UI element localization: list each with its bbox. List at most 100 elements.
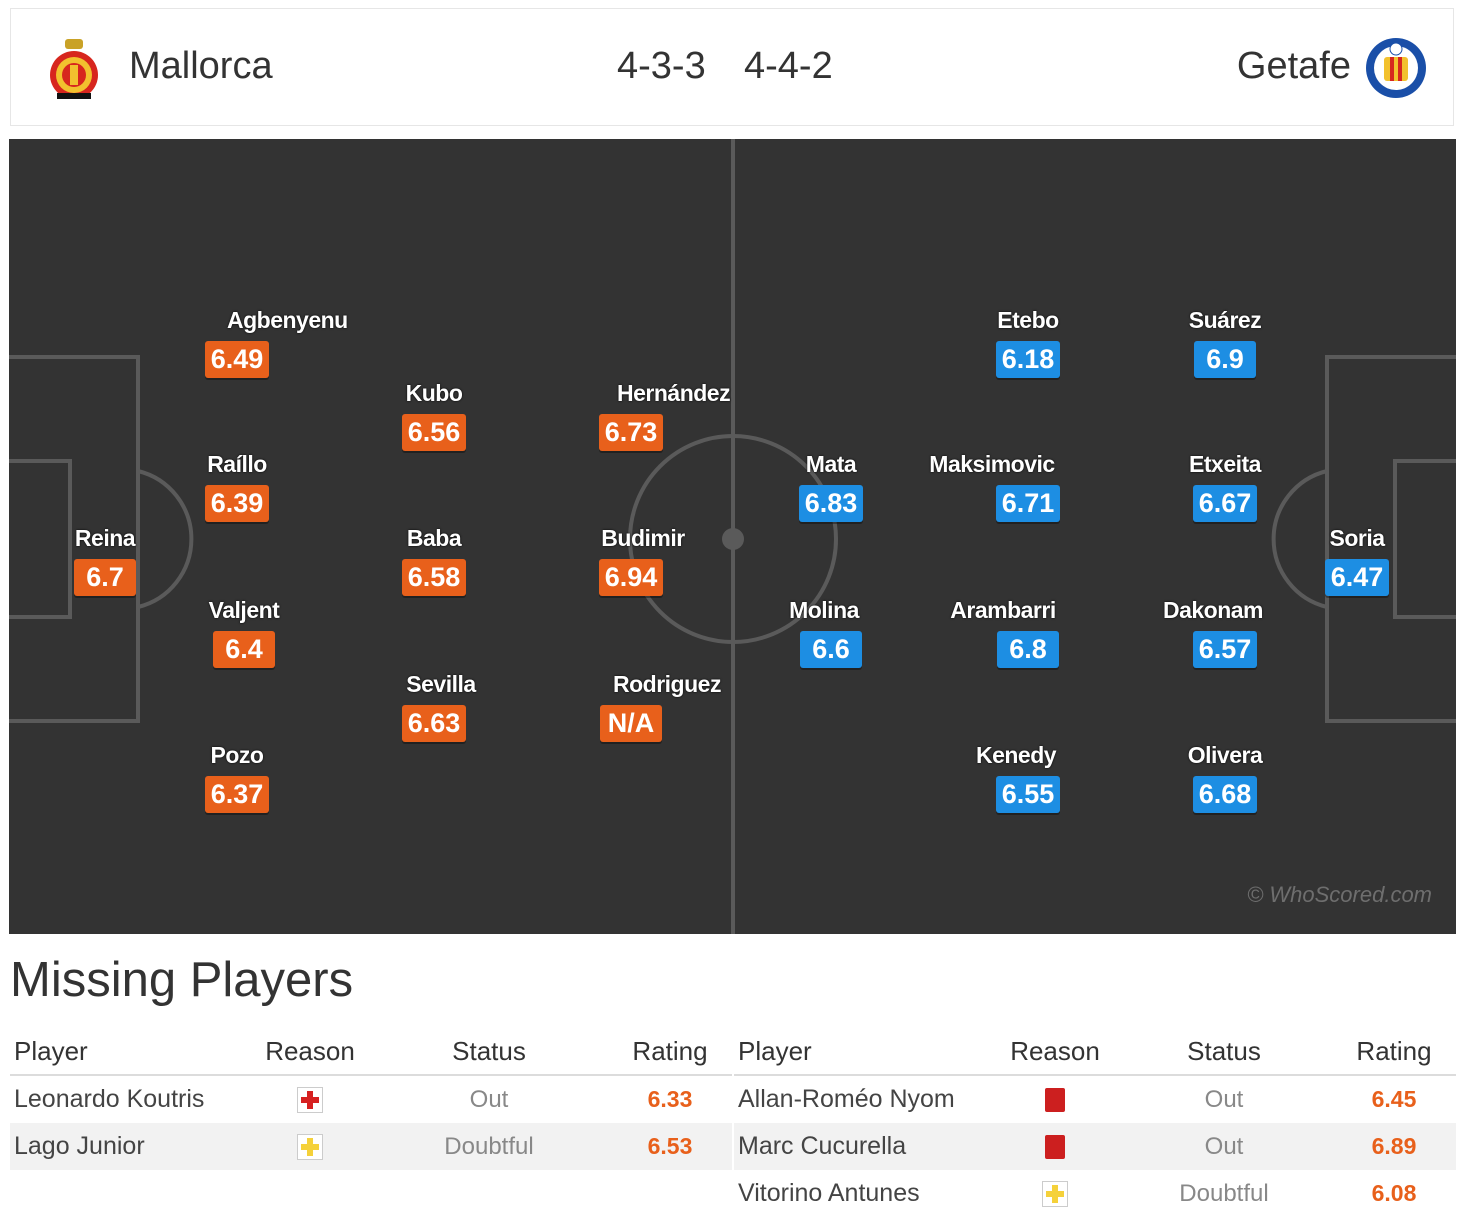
away-missing-table: Player Reason Status Rating Allan-Roméo … — [734, 1028, 1456, 1217]
player-rating: 6.6 — [800, 631, 862, 668]
missing-player-status: Out — [1116, 1123, 1332, 1170]
player-rating: 6.39 — [204, 485, 270, 522]
player-card[interactable]: Molina 6.6 — [761, 597, 901, 668]
player-rating: 6.49 — [204, 341, 270, 378]
table-row: Lago Junior Doubtful 6.53 — [10, 1123, 732, 1170]
injury-icon — [297, 1087, 323, 1114]
player-card[interactable]: Sevilla 6.63 — [364, 671, 504, 742]
home-team-name[interactable]: Mallorca — [129, 45, 273, 87]
player-card[interactable]: Budimir 6.94 — [561, 525, 701, 596]
player-rating: 6.63 — [401, 705, 467, 742]
column-reason[interactable]: Reason — [250, 1028, 370, 1076]
player-rating: 6.37 — [204, 776, 270, 813]
player-card[interactable]: Raíllo 6.39 — [167, 451, 307, 522]
player-name: Agbenyenu — [227, 307, 348, 333]
player-name: Budimir — [601, 525, 685, 551]
player-card[interactable]: Valjent 6.4 — [174, 597, 314, 668]
missing-player-name[interactable]: Leonardo Koutris — [14, 1085, 205, 1113]
player-card[interactable]: Suárez 6.9 — [1155, 307, 1295, 378]
player-name: Sevilla — [406, 671, 476, 697]
player-rating: 6.58 — [401, 559, 467, 596]
table-row: Leonardo Koutris Out 6.33 — [10, 1075, 732, 1123]
player-card[interactable]: Olivera 6.68 — [1155, 742, 1295, 813]
missing-player-rating: 6.08 — [1371, 1180, 1417, 1206]
missing-player-status: Doubtful — [370, 1123, 608, 1170]
player-rating: 6.83 — [798, 485, 864, 522]
missing-player-rating: 6.53 — [608, 1123, 732, 1170]
player-rating: 6.55 — [995, 776, 1061, 813]
player-name: Olivera — [1187, 742, 1263, 768]
player-rating: 6.4 — [213, 631, 275, 668]
missing-player-name[interactable]: Allan-Roméo Nyom — [738, 1085, 955, 1113]
home-formation: 4-3-3 — [617, 45, 706, 87]
table-row: Vitorino Antunes Doubtful 6.08 — [734, 1170, 1456, 1217]
player-name: Mata — [805, 451, 857, 477]
doubtful-icon — [1042, 1181, 1068, 1208]
player-rating: 6.57 — [1192, 631, 1258, 668]
missing-player-rating: 6.45 — [1371, 1086, 1417, 1112]
player-card[interactable]: Baba 6.58 — [364, 525, 504, 596]
getafe-crest-icon — [1366, 38, 1426, 98]
player-name: Valjent — [208, 597, 280, 623]
mallorca-crest-icon — [50, 39, 98, 99]
player-card[interactable]: Etxeita 6.67 — [1155, 451, 1295, 522]
player-rating: 6.7 — [74, 559, 136, 596]
missing-player-status: Out — [1204, 1085, 1244, 1113]
missing-player-name[interactable]: Lago Junior — [10, 1123, 250, 1170]
player-card[interactable]: Rodriguez N/A — [561, 671, 721, 742]
player-card[interactable]: Arambarri 6.8 — [950, 597, 1098, 668]
red-card-icon — [1045, 1088, 1065, 1113]
missing-player-rating: 6.89 — [1332, 1123, 1456, 1170]
missing-player-name[interactable]: Marc Cucurella — [734, 1123, 994, 1170]
column-reason[interactable]: Reason — [994, 1028, 1116, 1076]
doubtful-icon — [297, 1134, 323, 1161]
player-name: Hernández — [617, 380, 731, 406]
column-status[interactable]: Status — [370, 1028, 608, 1076]
player-name: Raíllo — [207, 451, 267, 477]
player-card[interactable]: Kubo 6.56 — [364, 380, 504, 451]
player-card[interactable]: Kenedy 6.55 — [958, 742, 1098, 813]
column-player[interactable]: Player — [734, 1028, 994, 1076]
column-rating[interactable]: Rating — [1332, 1028, 1456, 1076]
player-name: Kubo — [405, 380, 463, 406]
table-row: Allan-Roméo Nyom Out 6.45 — [734, 1075, 1456, 1123]
missing-player-status: Doubtful — [1179, 1179, 1269, 1207]
player-card[interactable]: Mata 6.83 — [761, 451, 901, 522]
player-name: Molina — [789, 597, 859, 623]
column-player[interactable]: Player — [10, 1028, 250, 1076]
player-name: Baba — [406, 525, 462, 551]
pitch: Reina 6.7 Agbenyenu 6.49 Raíllo 6.39 Val… — [9, 139, 1456, 934]
player-rating: N/A — [600, 705, 662, 742]
column-rating[interactable]: Rating — [608, 1028, 732, 1076]
player-rating: 6.8 — [997, 631, 1059, 668]
player-name: Pozo — [210, 742, 264, 768]
match-header: Mallorca 4-3-3 4-4-2 Getafe — [10, 8, 1454, 126]
player-card[interactable]: Maksimovic 6.71 — [929, 451, 1098, 522]
player-card[interactable]: Soria 6.47 — [1287, 525, 1427, 596]
missing-player-status: Out — [469, 1085, 509, 1113]
player-name: Rodriguez — [613, 671, 721, 697]
table-header: Player Reason Status Rating — [734, 1028, 1456, 1076]
away-team-name[interactable]: Getafe — [1236, 45, 1351, 87]
player-name: Soria — [1329, 525, 1385, 551]
player-card[interactable]: Etebo 6.18 — [958, 307, 1098, 378]
away-formation: 4-4-2 — [744, 45, 833, 87]
column-status[interactable]: Status — [1116, 1028, 1332, 1076]
player-rating: 6.67 — [1192, 485, 1258, 522]
missing-player-rating: 6.33 — [647, 1086, 693, 1112]
player-rating: 6.73 — [598, 414, 664, 451]
player-card[interactable]: Dakonam 6.57 — [1155, 597, 1295, 668]
player-name: Dakonam — [1162, 597, 1264, 623]
watermark: © WhoScored.com — [1247, 882, 1432, 907]
missing-players-title: Missing Players — [10, 953, 354, 1007]
player-name: Reina — [74, 525, 136, 551]
player-card[interactable]: Reina 6.7 — [35, 525, 175, 596]
player-rating: 6.71 — [995, 485, 1061, 522]
player-name: Suárez — [1188, 307, 1262, 333]
red-card-icon — [1045, 1135, 1065, 1160]
player-rating: 6.94 — [598, 559, 664, 596]
player-card[interactable]: Pozo 6.37 — [167, 742, 307, 813]
player-card[interactable]: Agbenyenu 6.49 — [167, 307, 348, 378]
player-card[interactable]: Hernández 6.73 — [561, 380, 731, 451]
missing-player-name[interactable]: Vitorino Antunes — [738, 1179, 920, 1207]
